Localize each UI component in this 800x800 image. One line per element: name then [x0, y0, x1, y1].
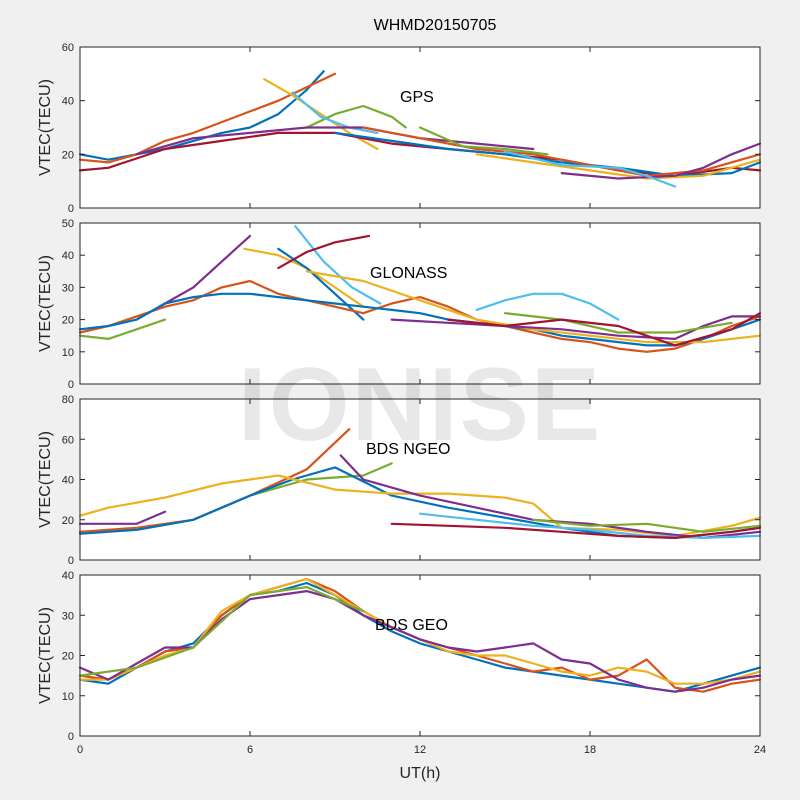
series-line-3-5 [78, 510, 167, 525]
y-tick-label: 40 [62, 475, 74, 487]
panel-annotation: GLONASS [370, 265, 447, 282]
y-tick-label: 20 [62, 315, 74, 327]
panel-3: 0 20 40 60 80 VTEC(TECU) BDS NGEO [37, 394, 762, 567]
series-line-2-10 [475, 292, 620, 321]
y-tick-label: 10 [62, 691, 74, 703]
series-line-2-6 [78, 318, 167, 340]
series-line-2-12 [503, 312, 733, 334]
series-line-1-11 [560, 142, 762, 180]
panel-annotation: BDS NGEO [366, 441, 450, 458]
series-line-2-11 [390, 315, 762, 340]
watermark-text: IONISE [238, 347, 603, 463]
plot-area [80, 575, 760, 736]
plot-area [80, 223, 760, 384]
series-line-2-7 [78, 279, 762, 353]
y-tick-label: 40 [62, 250, 74, 262]
series-line-2-4 [294, 225, 382, 305]
series-line-1-6 [135, 126, 535, 156]
y-tick-label: 20 [62, 651, 74, 663]
series-line-1-10 [475, 153, 762, 180]
panel-4: 0 10 20 30 40 0 6 12 18 24 VTEC(TECU) BDS GEO UT(h) [37, 570, 766, 782]
series-line-2-8 [78, 292, 762, 347]
y-tick-label: 40 [62, 96, 74, 108]
x-tick-label: 18 [584, 744, 596, 756]
y-axis-label: VTEC(TECU) [37, 431, 54, 528]
series-line-3-8 [390, 522, 762, 540]
x-tick-label: 0 [77, 744, 83, 756]
series-line-4-5 [78, 585, 365, 677]
y-tick-label: 0 [68, 555, 74, 567]
x-tick-label: 6 [247, 744, 253, 756]
y-tick-label: 0 [68, 379, 74, 391]
y-tick-label: 10 [62, 347, 74, 359]
y-tick-label: 30 [62, 282, 74, 294]
panel-annotation: BDS GEO [375, 617, 448, 634]
y-tick-label: 0 [68, 203, 74, 215]
panel-2: 0 10 20 30 40 50 VTEC(TECU) GLONASS [37, 218, 762, 391]
y-tick-label: 80 [62, 394, 74, 406]
y-tick-label: 40 [62, 570, 74, 582]
series-line-3-9 [532, 518, 762, 533]
series-line-2-13 [447, 312, 762, 347]
panel-1: 0 20 40 60 VTEC(TECU) GPS [37, 42, 762, 215]
figure-title: WHMD20150705 [374, 17, 497, 34]
y-axis-label: VTEC(TECU) [37, 607, 54, 704]
series-line-1-5 [291, 91, 379, 134]
series-line-3-7 [418, 512, 762, 540]
panel-annotation: GPS [400, 89, 434, 106]
y-tick-label: 0 [68, 731, 74, 743]
y-axis-label: VTEC(TECU) [37, 79, 54, 176]
x-tick-label: 24 [754, 744, 766, 756]
y-tick-label: 30 [62, 610, 74, 622]
series-line-2-3 [277, 247, 365, 321]
series-line-1-12 [503, 150, 677, 188]
x-axis-label: UT(h) [400, 765, 441, 782]
series-line-1-13 [418, 126, 549, 156]
x-tick-label: 12 [414, 744, 426, 756]
y-axis-label: VTEC(TECU) [37, 255, 54, 352]
y-tick-label: 20 [62, 515, 74, 527]
y-tick-label: 60 [62, 434, 74, 446]
y-tick-label: 60 [62, 42, 74, 54]
series-line-2-5 [277, 234, 371, 270]
y-tick-label: 50 [62, 218, 74, 230]
y-tick-label: 20 [62, 149, 74, 161]
